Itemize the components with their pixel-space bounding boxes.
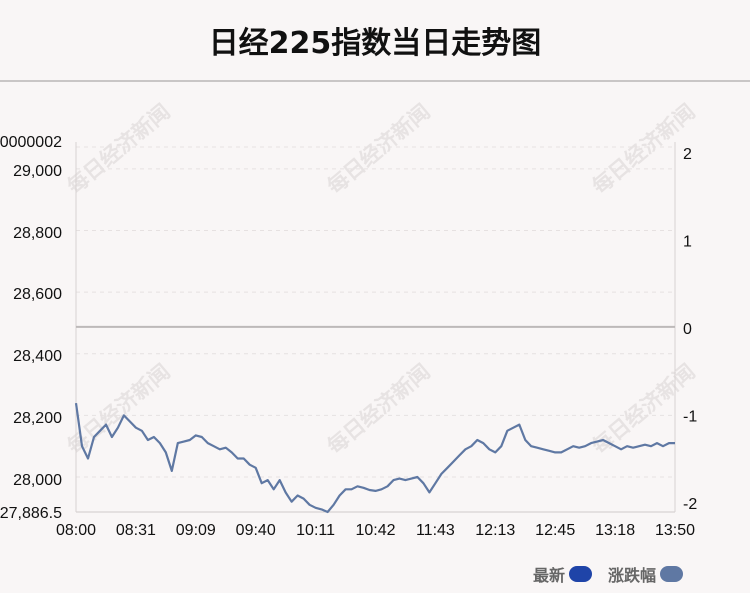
y-right-tick-label: 1 xyxy=(683,234,692,251)
legend-item-change: 涨跌幅 xyxy=(608,563,684,585)
x-tick-label: 08:31 xyxy=(116,522,156,539)
y-left-tick-label: 28,000 xyxy=(13,472,62,489)
x-tick-label: 09:40 xyxy=(236,522,276,539)
watermark-text: 每日经济新闻 xyxy=(63,99,175,198)
y-right-tick-label: -2 xyxy=(683,496,697,513)
watermark-text: 每日经济新闻 xyxy=(63,359,175,458)
x-tick-label: 13:18 xyxy=(595,522,635,539)
y-left-tick-label: 27,886.5 xyxy=(0,505,62,522)
y-right-tick-label: 0 xyxy=(683,321,692,338)
y-left-tick-label: 28,600 xyxy=(13,286,62,303)
x-tick-label: 10:42 xyxy=(355,522,395,539)
x-tick-label: 12:45 xyxy=(535,522,575,539)
legend-item-latest: 最新 xyxy=(533,563,593,585)
legend-swatch-latest xyxy=(569,566,593,582)
y-left-tick-label: 28,800 xyxy=(13,225,62,242)
series-line-change xyxy=(74,402,675,514)
y-left-tick-label: 29,000 xyxy=(13,163,62,180)
chart-title: 日经225指数当日走势图 xyxy=(208,26,542,61)
y-right-tick-label: 2 xyxy=(683,146,692,163)
x-tick-labels: 08:00 08:31 09:09 09:40 10:11 10:42 11:43 12:13… xyxy=(56,522,695,539)
watermark-text: 每日经济新闻 xyxy=(323,99,435,198)
legend-swatch-change xyxy=(660,566,684,582)
title-divider xyxy=(0,80,750,82)
y-left-tick-label: 0000002 xyxy=(0,134,62,151)
x-tick-label: 08:00 xyxy=(56,522,96,539)
grid-lines xyxy=(76,146,675,513)
y-right-tick-labels: -2 -1 0 1 2 xyxy=(683,146,697,513)
x-tick-label: 12:13 xyxy=(475,522,515,539)
x-tick-label: 11:43 xyxy=(416,522,455,539)
legend-label-latest: 最新 xyxy=(533,566,566,585)
watermark-text: 每日经济新闻 xyxy=(323,359,435,458)
x-tick-label: 10:11 xyxy=(296,522,335,539)
y-left-tick-labels: 27,886.5 28,000 28,200 28,400 28,600 28,800 29… xyxy=(0,134,62,522)
y-left-tick-label: 28,200 xyxy=(13,410,62,427)
legend-label-change: 涨跌幅 xyxy=(608,566,657,585)
x-tick-label: 13:50 xyxy=(655,522,695,539)
y-left-tick-label: 28,400 xyxy=(13,348,62,365)
x-tick-label: 09:09 xyxy=(176,522,216,539)
y-right-tick-label: -1 xyxy=(683,409,697,426)
